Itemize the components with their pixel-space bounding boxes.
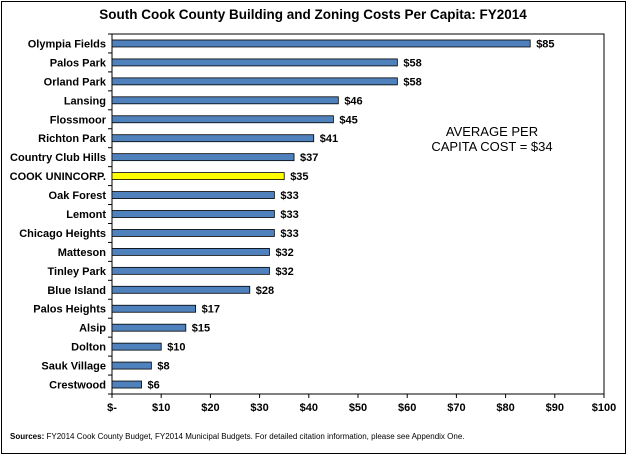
value-label-flossmoor: $45 [339,114,357,126]
x-tick-label: $50 [349,402,367,414]
category-label-palos-heights: Palos Heights [33,304,106,316]
value-label-chicago-heights: $33 [280,228,298,240]
bar-lemont [111,210,275,218]
category-label-lansing: Lansing [64,95,106,107]
bar-sauk-village [111,361,152,370]
value-label-sauk-village: $8 [157,361,169,373]
bar-country-club-hills [111,153,295,162]
bar-crestwood [111,380,142,389]
bar-olympia-fields [111,39,531,48]
bar-palos-park [111,58,398,67]
bar-orland-park [111,77,398,86]
category-label-chicago-heights: Chicago Heights [19,228,106,240]
bar-richton-park [111,134,315,143]
value-label-oak-forest: $33 [280,190,298,202]
x-tick-label: $70 [447,402,465,414]
category-label-olympia-fields: Olympia Fields [28,38,106,50]
category-label-blue-island: Blue Island [47,285,106,297]
x-tick-label: $40 [300,402,318,414]
category-label-cook-unincorp: COOK UNINCORP. [10,171,106,183]
category-label-matteson: Matteson [58,247,107,259]
category-label-crestwood: Crestwood [49,380,106,392]
value-label-dolton: $10 [167,342,185,354]
x-tick-label: $20 [201,402,219,414]
x-tick-label: $60 [398,402,416,414]
bar-oak-forest [111,191,275,199]
sources-note: Sources: FY2014 Cook County Budget, FY20… [10,432,465,441]
value-label-richton-park: $41 [320,133,338,145]
value-label-country-club-hills: $37 [300,152,318,164]
bar-flossmoor [111,115,334,124]
category-label-dolton: Dolton [71,342,106,354]
bar-chicago-heights [111,229,275,237]
bar-palos-heights [111,304,197,313]
value-label-orland-park: $58 [403,76,421,88]
bar-lansing [111,96,339,105]
bar-blue-island [111,285,251,294]
category-label-richton-park: Richton Park [38,133,107,145]
x-tick-label: $- [107,402,117,414]
value-label-lansing: $46 [344,95,362,107]
x-tick-label: $10 [152,402,170,414]
average-annotation-line2: CAPITA COST = $34 [431,139,552,154]
value-label-olympia-fields: $85 [536,38,554,50]
category-label-country-club-hills: Country Club Hills [10,152,106,164]
value-label-lemont: $33 [280,209,298,221]
x-tick-label: $30 [250,402,268,414]
value-label-palos-park: $58 [403,57,421,69]
value-label-crestwood: $6 [148,380,160,392]
bar-tinley-park [111,266,270,275]
category-label-oak-forest: Oak Forest [49,190,107,202]
value-label-matteson: $32 [275,247,293,259]
category-label-flossmoor: Flossmoor [50,114,107,126]
category-label-tinley-park: Tinley Park [48,266,107,278]
category-label-sauk-village: Sauk Village [41,361,106,373]
bar-alsip [111,323,187,332]
category-label-palos-park: Palos Park [50,57,107,69]
value-label-palos-heights: $17 [202,304,220,316]
category-label-orland-park: Orland Park [44,76,107,88]
average-annotation-line1: AVERAGE PER [446,124,538,139]
sources-label: Sources: [10,432,44,441]
value-label-cook-unincorp: $35 [290,171,308,183]
x-tick-label: $90 [546,402,564,414]
value-label-blue-island: $28 [256,285,274,297]
x-tick-label: $80 [496,402,514,414]
chart-title: South Cook County Building and Zoning Co… [99,7,527,22]
value-label-alsip: $15 [192,323,210,335]
x-tick-label: $100 [592,402,616,414]
category-label-alsip: Alsip [79,323,106,335]
sources-text: FY2014 Cook County Budget, FY2014 Munici… [46,432,464,441]
bar-dolton [111,342,162,351]
value-label-tinley-park: $32 [275,266,293,278]
bar-matteson [111,247,270,256]
category-label-lemont: Lemont [66,209,106,221]
plot-area: Olympia Fields $85 Palos Park $58 Orland Par… [10,33,616,414]
bar-cook-unincorp [111,172,285,181]
